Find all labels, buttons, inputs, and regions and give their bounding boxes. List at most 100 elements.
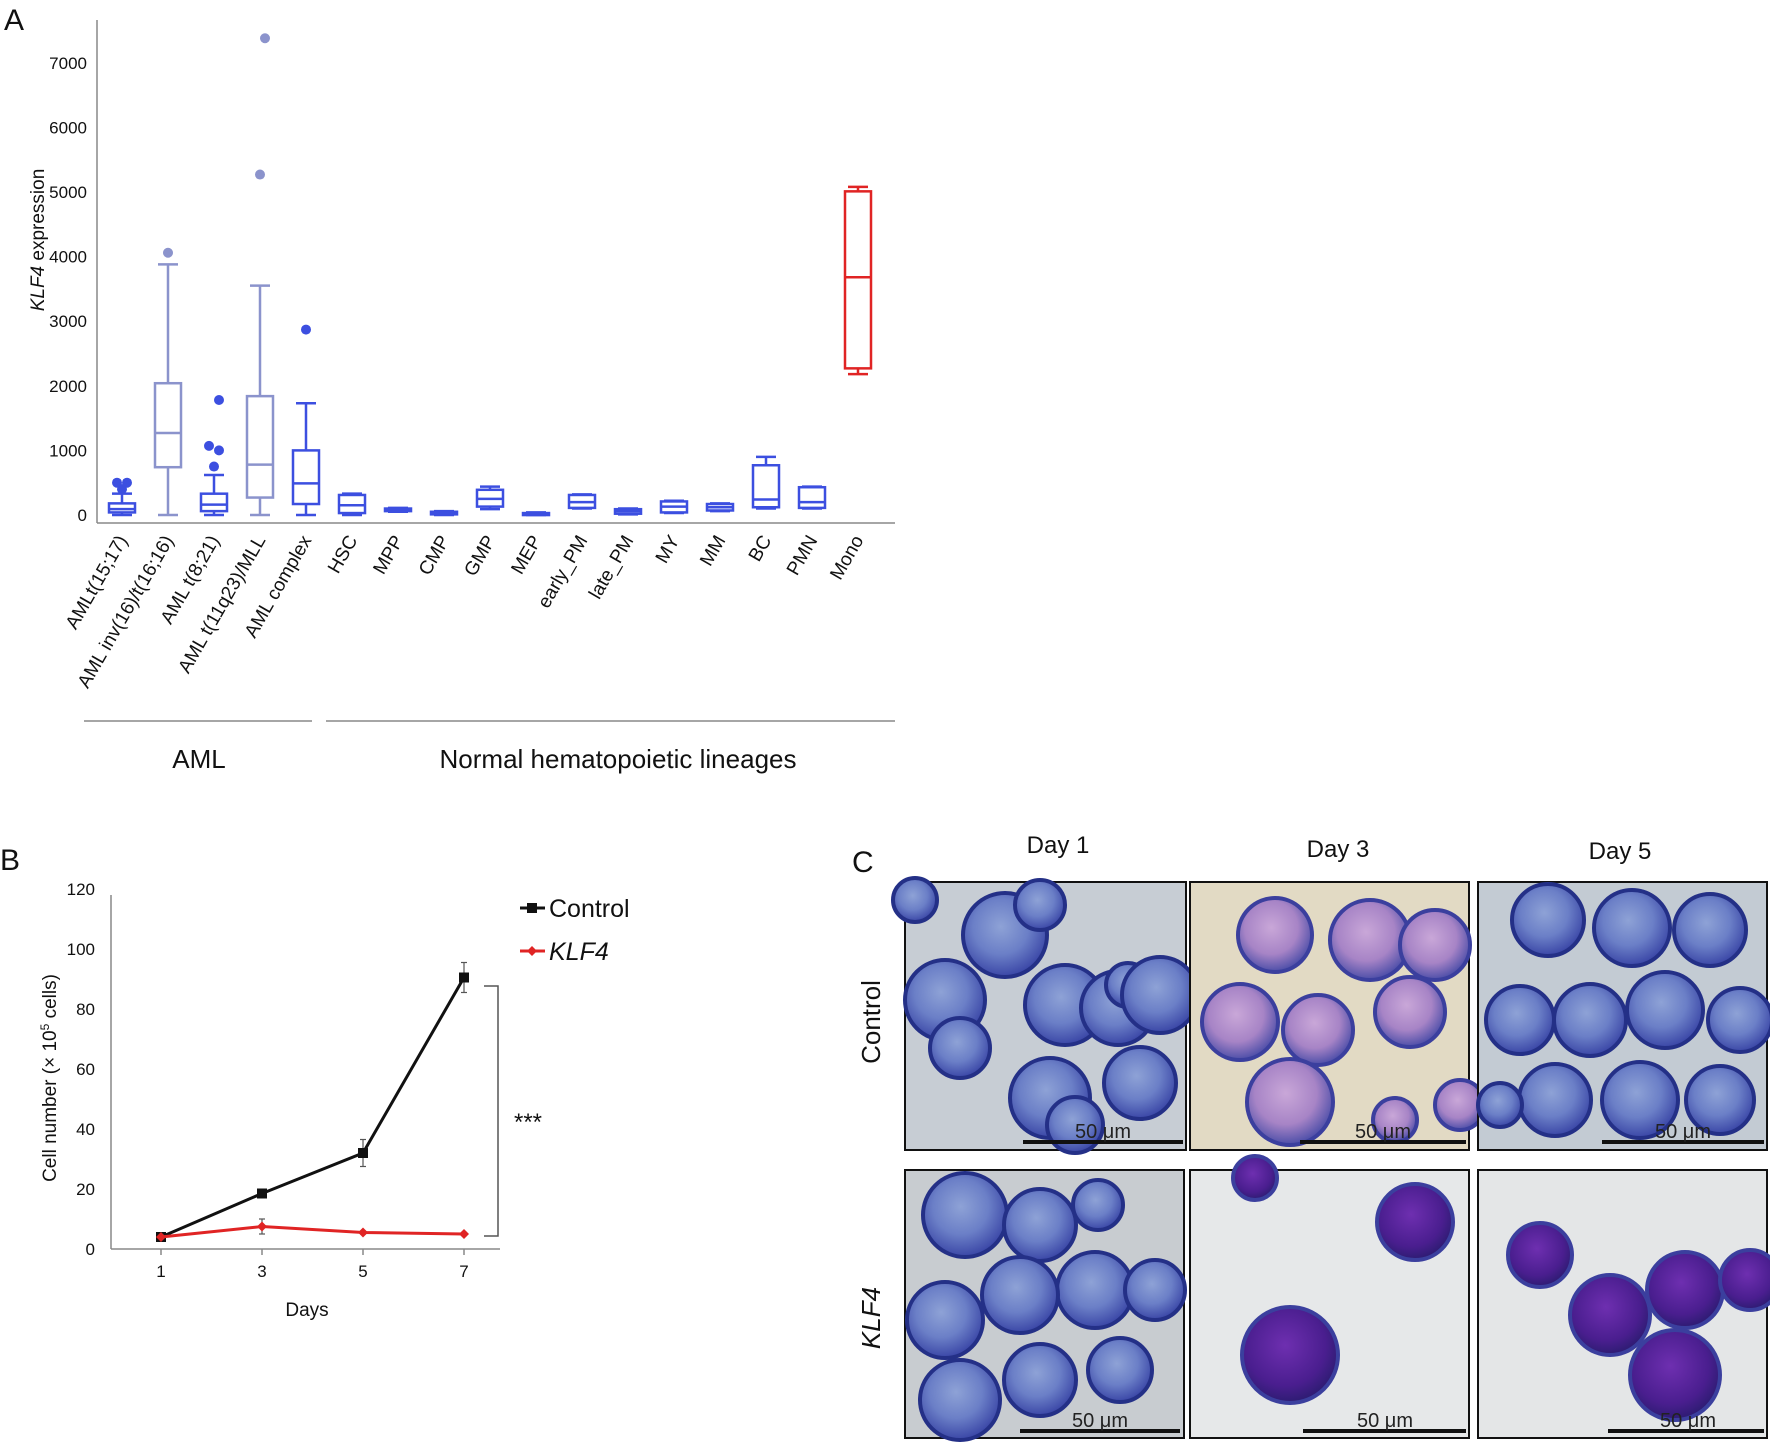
significance-stars: ***: [514, 1109, 542, 1136]
box-4: [291, 324, 321, 517]
box-outlier: [209, 461, 219, 472]
panel-c-column-day3: Day 3: [1307, 836, 1370, 863]
box-3: [245, 33, 275, 517]
scale-bar-label-control-day3: 50 μm: [1355, 1121, 1411, 1143]
panel-a-x-tick-label: MEP: [508, 532, 547, 578]
box-body: [751, 464, 781, 509]
panel-a-x-tick-label: Mono: [826, 532, 868, 584]
box-13: [705, 502, 735, 513]
panel-a-group-label: Normal hematopoietic lineages: [440, 744, 797, 774]
cells-klf4-day5: [1506, 1221, 1770, 1422]
box-outlier: [214, 445, 224, 456]
data-point: [257, 1221, 267, 1232]
micrograph-klf4-day3: 50 μm: [1189, 1154, 1470, 1439]
data-point: [358, 1227, 368, 1238]
scale-bar-label-klf4-day3: 50 μm: [1357, 1410, 1413, 1432]
micrograph-klf4-day5: 50 μm: [1477, 1169, 1770, 1439]
panel-b-axes: [110, 895, 500, 1250]
series-control: [156, 961, 469, 1242]
data-point: [358, 1148, 368, 1158]
box-15: [797, 485, 827, 510]
micrograph-control-day1: 50 μm: [891, 876, 1200, 1155]
box-11: [613, 507, 643, 516]
data-point: [257, 1188, 267, 1199]
data-point: [459, 972, 469, 983]
panel-b-x-axis-label: Days: [285, 1300, 328, 1321]
panel-b-y-tick-label: 20: [76, 1180, 95, 1199]
box-7: [429, 509, 459, 517]
box-body: [245, 394, 275, 499]
micrograph-control-day5: 50 μm: [1476, 881, 1770, 1151]
panel-b-y-tick-label: 40: [76, 1120, 95, 1139]
box-outlier: [255, 169, 265, 180]
box-body: [107, 502, 137, 514]
micrograph-control-day3: 50 μm: [1189, 881, 1487, 1151]
box-outlier: [214, 395, 224, 406]
panel-a-x-labels: AMLt(15;17)AML inv(16)/t(16;16)AML t(8;2…: [62, 532, 868, 692]
panel-a-y-axis-label-rest: expression: [28, 169, 49, 266]
panel-b-y-tick-label: 0: [86, 1240, 95, 1259]
panel-b-series: [156, 961, 469, 1242]
panel-b-y-axis-label-sup: 5: [38, 1023, 52, 1030]
panel-b-legend: Control KLF4: [520, 895, 630, 966]
cells-control-day3: [1200, 896, 1487, 1147]
panel-a-group-label: AML: [172, 744, 225, 774]
panel-a-y-axis-label: KLF4 expression: [28, 169, 49, 312]
panel-b-y-axis-label-end: cells): [40, 974, 61, 1024]
box-body: [291, 449, 321, 506]
scale-bar-label-control-day1: 50 μm: [1075, 1121, 1131, 1143]
panel-a-y-tick-label: 2000: [49, 377, 87, 396]
legend-marker: [527, 946, 537, 956]
box-5: [337, 492, 367, 517]
panel-c-row-control: Control: [856, 980, 886, 1064]
box-body: [797, 485, 827, 510]
box-body: [843, 190, 873, 370]
significance-bracket: [484, 985, 499, 1237]
micrograph-klf4-day1: 50 μm: [904, 1169, 1187, 1442]
panel-b-x-ticks: 1 3 5 7: [156, 1249, 469, 1281]
panel-b-significance: ***: [484, 985, 542, 1237]
panel-a-y-tick-label: 7000: [49, 54, 87, 73]
panel-a-y-ticks: 0 1000 2000 3000 4000 5000 6000 7000: [49, 54, 87, 525]
box-body: [153, 381, 183, 469]
data-point: [156, 1232, 166, 1242]
panel-a-x-tick-label: late_PM: [585, 532, 638, 603]
panel-a-y-tick-label: 4000: [49, 248, 87, 267]
box-2: [199, 395, 229, 517]
panel-b-y-axis-label-main: Cell number (× 10: [40, 1030, 61, 1182]
box-body: [199, 492, 229, 513]
panel-label-c: C: [852, 846, 874, 879]
panel-a-x-tick-label: CMP: [415, 532, 454, 579]
box-outlier: [112, 477, 122, 488]
panel-b-line-chart: 0 20 40 60 80 100 120 1 3 5 7 Control KLF4 *** Day…: [38, 880, 630, 1321]
legend-label: KLF4: [549, 938, 609, 966]
panel-b-y-tick-label: 60: [76, 1060, 95, 1079]
box-16: [843, 185, 873, 376]
panel-a-x-tick-label: BC: [745, 532, 776, 565]
panel-b-y-tick-label: 120: [67, 880, 95, 899]
data-point: [459, 1229, 469, 1239]
panel-b-y-tick-label: 80: [76, 1000, 95, 1019]
panel-a-y-tick-label: 5000: [49, 183, 87, 202]
box-body: [337, 493, 367, 515]
panel-b-x-tick-label: 7: [459, 1262, 468, 1281]
box-outlier: [260, 33, 270, 44]
panel-a-x-tick-label: GMP: [461, 532, 501, 580]
panel-a-axes: [96, 20, 895, 524]
panel-a-boxes: [107, 33, 873, 517]
panel-a-x-tick-label: MM: [696, 532, 730, 570]
box-outlier: [122, 477, 132, 488]
panel-b-y-axis-label: Cell number (× 105 cells): [38, 974, 61, 1182]
legend-marker: [527, 903, 537, 913]
panel-c-column-day5: Day 5: [1589, 838, 1652, 865]
scale-bar-label-klf4-day1: 50 μm: [1072, 1410, 1128, 1432]
panel-a-x-tick-label: MY: [652, 532, 685, 567]
box-12: [659, 499, 689, 515]
panel-c-micrographs: Day 1 Day 3 Day 5 Control KLF4 50 μm: [856, 832, 1770, 1442]
panel-b-y-ticks: 0 20 40 60 80 100 120: [67, 880, 95, 1259]
box-8: [475, 485, 505, 511]
series-line: [160, 1224, 465, 1239]
box-outlier: [204, 440, 214, 451]
panel-a-y-tick-label: 3000: [49, 312, 87, 331]
